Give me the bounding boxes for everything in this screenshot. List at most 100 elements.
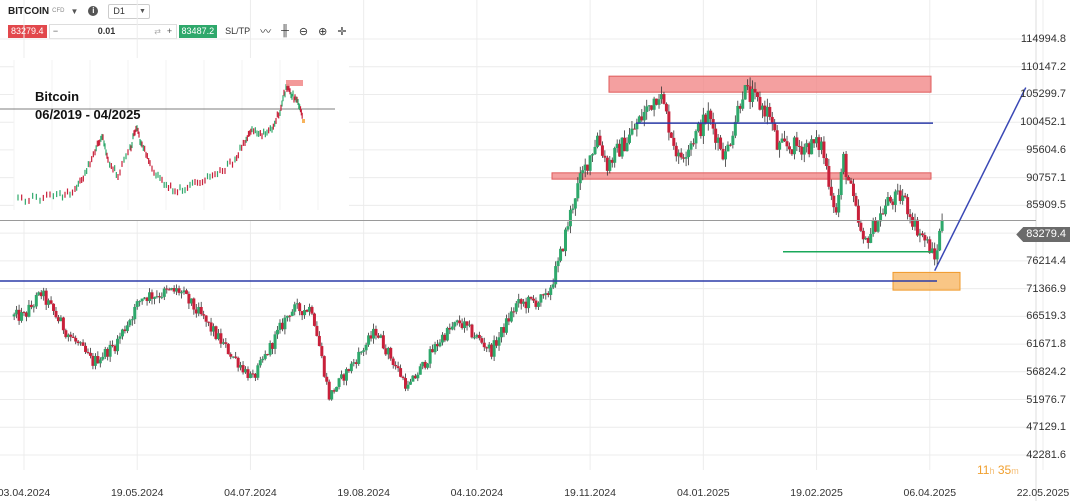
candle-up	[544, 293, 548, 295]
candle-down	[74, 337, 78, 342]
crosshair-icon[interactable]: ✛	[337, 25, 347, 38]
decrease-button[interactable]: −	[52, 26, 59, 36]
candle-up	[539, 294, 543, 303]
candle-down	[485, 347, 489, 349]
candle-up	[706, 110, 710, 124]
candle-up	[527, 296, 531, 309]
candle-up	[694, 131, 698, 144]
y-tick-label: 47129.1	[1026, 421, 1066, 434]
candle-down	[113, 345, 117, 352]
candle-up	[125, 325, 129, 332]
candle-up	[27, 304, 31, 317]
candle-down	[691, 143, 695, 145]
candle-up	[571, 208, 575, 210]
candle-down	[229, 354, 233, 357]
candle-up	[842, 153, 846, 172]
candle-up	[433, 344, 437, 353]
candle-up	[367, 335, 371, 345]
candle-up	[189, 298, 193, 304]
x-tick-label: 04.01.2025	[677, 487, 730, 499]
candle-up	[492, 340, 496, 357]
candle-down	[482, 342, 486, 348]
candle-up	[421, 361, 425, 367]
candle-down	[381, 335, 385, 349]
candle-down	[534, 300, 538, 307]
candle-down	[413, 375, 417, 379]
candle-down	[800, 146, 804, 155]
candle-up	[212, 326, 216, 332]
quantity-input[interactable]: 0.01	[97, 26, 116, 36]
candle-up	[627, 134, 631, 143]
candle-down	[812, 139, 816, 144]
candle-down	[928, 239, 932, 253]
candle-down	[219, 333, 223, 344]
line-chart-icon[interactable]: 〰	[260, 26, 272, 38]
candle-up	[143, 297, 147, 299]
candle-up	[221, 342, 225, 344]
candle-down	[86, 351, 90, 353]
candle-down	[709, 110, 713, 120]
y-tick-label: 114994.8	[1020, 33, 1066, 45]
candle-down	[714, 128, 718, 143]
y-tick-label: 105299.7	[1020, 88, 1066, 101]
chevron-down-icon[interactable]: ▼	[70, 6, 79, 16]
candle-down	[824, 158, 828, 167]
candle-up	[613, 148, 617, 163]
candle-down	[650, 105, 654, 110]
candle-up	[278, 322, 282, 330]
candle-down	[662, 94, 666, 104]
candle-up	[170, 288, 174, 290]
candle-down	[241, 365, 245, 373]
candle-down	[541, 294, 545, 296]
candle-up	[438, 342, 442, 347]
sell-button[interactable]: 83279.4	[8, 24, 47, 38]
increase-button[interactable]: +	[166, 26, 173, 36]
candle-down	[888, 197, 892, 202]
candle-down	[502, 327, 506, 333]
candle-down	[310, 306, 314, 314]
candle-up	[128, 320, 132, 326]
candle-up	[47, 300, 51, 305]
candle-down	[618, 143, 622, 157]
candle-up	[620, 137, 624, 157]
info-icon[interactable]: i	[88, 6, 99, 16]
candles-icon[interactable]: ╫	[281, 25, 289, 37]
sltp-button[interactable]: SL/TP	[225, 26, 251, 36]
candle-up	[839, 171, 843, 196]
quantity-stepper[interactable]: − 0.01 ⇄ +	[48, 23, 177, 39]
candle-down	[746, 85, 750, 87]
candle-up	[295, 303, 299, 305]
candle-up	[864, 237, 868, 240]
candle-down	[763, 105, 767, 117]
candle-up	[901, 195, 905, 201]
candle-up	[66, 334, 70, 338]
buy-button[interactable]: 83487.2	[178, 24, 218, 38]
current-price-tag: 83279.4	[1016, 227, 1070, 242]
symbol-name[interactable]: BITCOIN	[8, 5, 50, 17]
candle-up	[925, 239, 929, 241]
candle-up	[815, 137, 819, 144]
candle-down	[704, 114, 708, 124]
candle-up	[130, 319, 134, 321]
candle-up	[182, 290, 186, 293]
candle-down	[401, 376, 405, 379]
candle-up	[450, 326, 454, 330]
candle-up	[876, 221, 880, 232]
candle-down	[834, 207, 838, 213]
candle-up	[630, 128, 634, 135]
timeframe-select[interactable]: D1 ▼	[108, 3, 150, 19]
zoom-in-icon[interactable]: ⊕	[318, 25, 328, 38]
swap-icon[interactable]: ⇄	[154, 26, 161, 36]
candle-up	[819, 141, 823, 151]
candle-down	[436, 344, 440, 347]
x-tick-label: 04.10.2024	[450, 487, 504, 499]
candle-down	[605, 157, 609, 171]
candle-down	[859, 222, 863, 231]
candle-up	[285, 315, 289, 318]
candle-up	[595, 135, 599, 147]
zoom-out-icon[interactable]: ⊖	[298, 25, 309, 38]
candle-up	[883, 205, 887, 215]
candle-up	[263, 354, 267, 359]
countdown-hours: 11	[977, 463, 990, 477]
